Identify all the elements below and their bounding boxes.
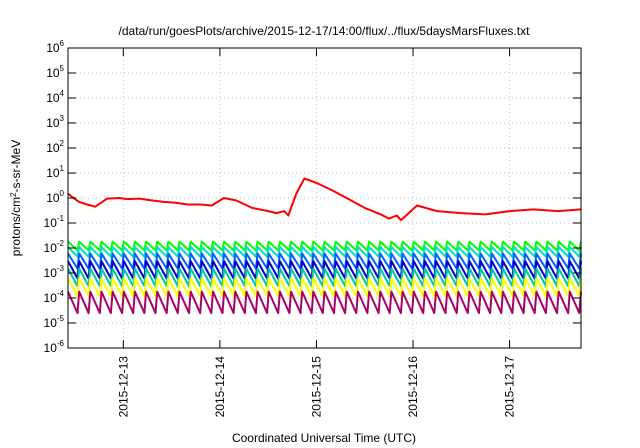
- y-tick-exponent: -4: [57, 289, 65, 298]
- y-tick-label: 10-1: [44, 214, 65, 230]
- y-tick-label: 102: [46, 139, 64, 155]
- y-tick-exponent: 6: [60, 39, 65, 48]
- y-tick-label: 104: [46, 89, 64, 105]
- ticks: [68, 47, 581, 349]
- y-tick-exponent: 5: [60, 64, 65, 73]
- y-tick-base: 10: [46, 191, 60, 205]
- y-tick-base: 10: [44, 341, 58, 355]
- x-tick-label: 2015-12-17: [503, 356, 517, 418]
- y-axis-label-sup: 2: [9, 192, 18, 197]
- y-tick-exponent: -6: [57, 339, 65, 348]
- y-tick-labels: 10-610-510-410-310-210-11001011021031041…: [44, 39, 65, 355]
- y-axis-label: protons/cm2-s-sr-MeV: [9, 140, 24, 256]
- x-tick-label: 2015-12-14: [213, 356, 227, 418]
- x-tick-label: 2015-12-15: [309, 356, 323, 418]
- y-tick-exponent: 2: [60, 139, 65, 148]
- series-line-1: [67, 177, 582, 222]
- y-tick-base: 10: [46, 116, 60, 130]
- y-tick-exponent: -5: [57, 314, 65, 323]
- x-tick-labels: 2015-12-13 2015-12-14 2015-12-15 2015-12-16…: [116, 356, 516, 418]
- y-tick-base: 10: [46, 41, 60, 55]
- series-layer: [67, 177, 582, 315]
- series-line-7: [67, 277, 582, 297]
- x-axis-label: Coordinated Universal Time (UTC): [232, 431, 416, 445]
- x-tick-label: 2015-12-16: [406, 356, 420, 418]
- y-tick-base: 10: [44, 241, 58, 255]
- y-tick-base: 10: [46, 66, 60, 80]
- y-axis-label-main: protons/cm: [9, 197, 23, 256]
- x-tick-label: 2015-12-13: [116, 356, 130, 418]
- y-tick-label: 103: [46, 114, 64, 130]
- y-tick-label: 10-3: [44, 264, 65, 280]
- chart-title: /data/run/goesPlots/archive/2015-12-17/1…: [119, 24, 531, 38]
- y-tick-label: 100: [46, 189, 64, 205]
- y-tick-base: 10: [44, 266, 58, 280]
- y-tick-exponent: -2: [57, 239, 65, 248]
- series-line-2: [67, 240, 582, 252]
- y-tick-exponent: 3: [60, 114, 65, 123]
- y-tick-label: 106: [46, 39, 64, 55]
- y-tick-label: 101: [46, 164, 64, 180]
- y-tick-exponent: 0: [60, 189, 65, 198]
- y-tick-exponent: -3: [57, 264, 65, 273]
- y-tick-label: 105: [46, 64, 64, 80]
- y-tick-exponent: 1: [60, 164, 65, 173]
- y-axis-label-rest: -s-sr-MeV: [9, 140, 23, 193]
- y-tick-base: 10: [44, 316, 58, 330]
- y-tick-base: 10: [46, 91, 60, 105]
- y-tick-base: 10: [46, 141, 60, 155]
- y-tick-exponent: -1: [57, 214, 65, 223]
- y-tick-base: 10: [44, 216, 58, 230]
- y-tick-label: 10-4: [44, 289, 65, 305]
- series-line-3: [67, 246, 582, 258]
- y-tick-label: 10-5: [44, 314, 65, 330]
- y-tick-base: 10: [46, 166, 60, 180]
- y-tick-label: 10-6: [44, 339, 65, 355]
- y-tick-label: 10-2: [44, 239, 65, 255]
- y-tick-base: 10: [44, 291, 58, 305]
- series-line-8: [67, 290, 582, 315]
- y-tick-exponent: 4: [60, 89, 65, 98]
